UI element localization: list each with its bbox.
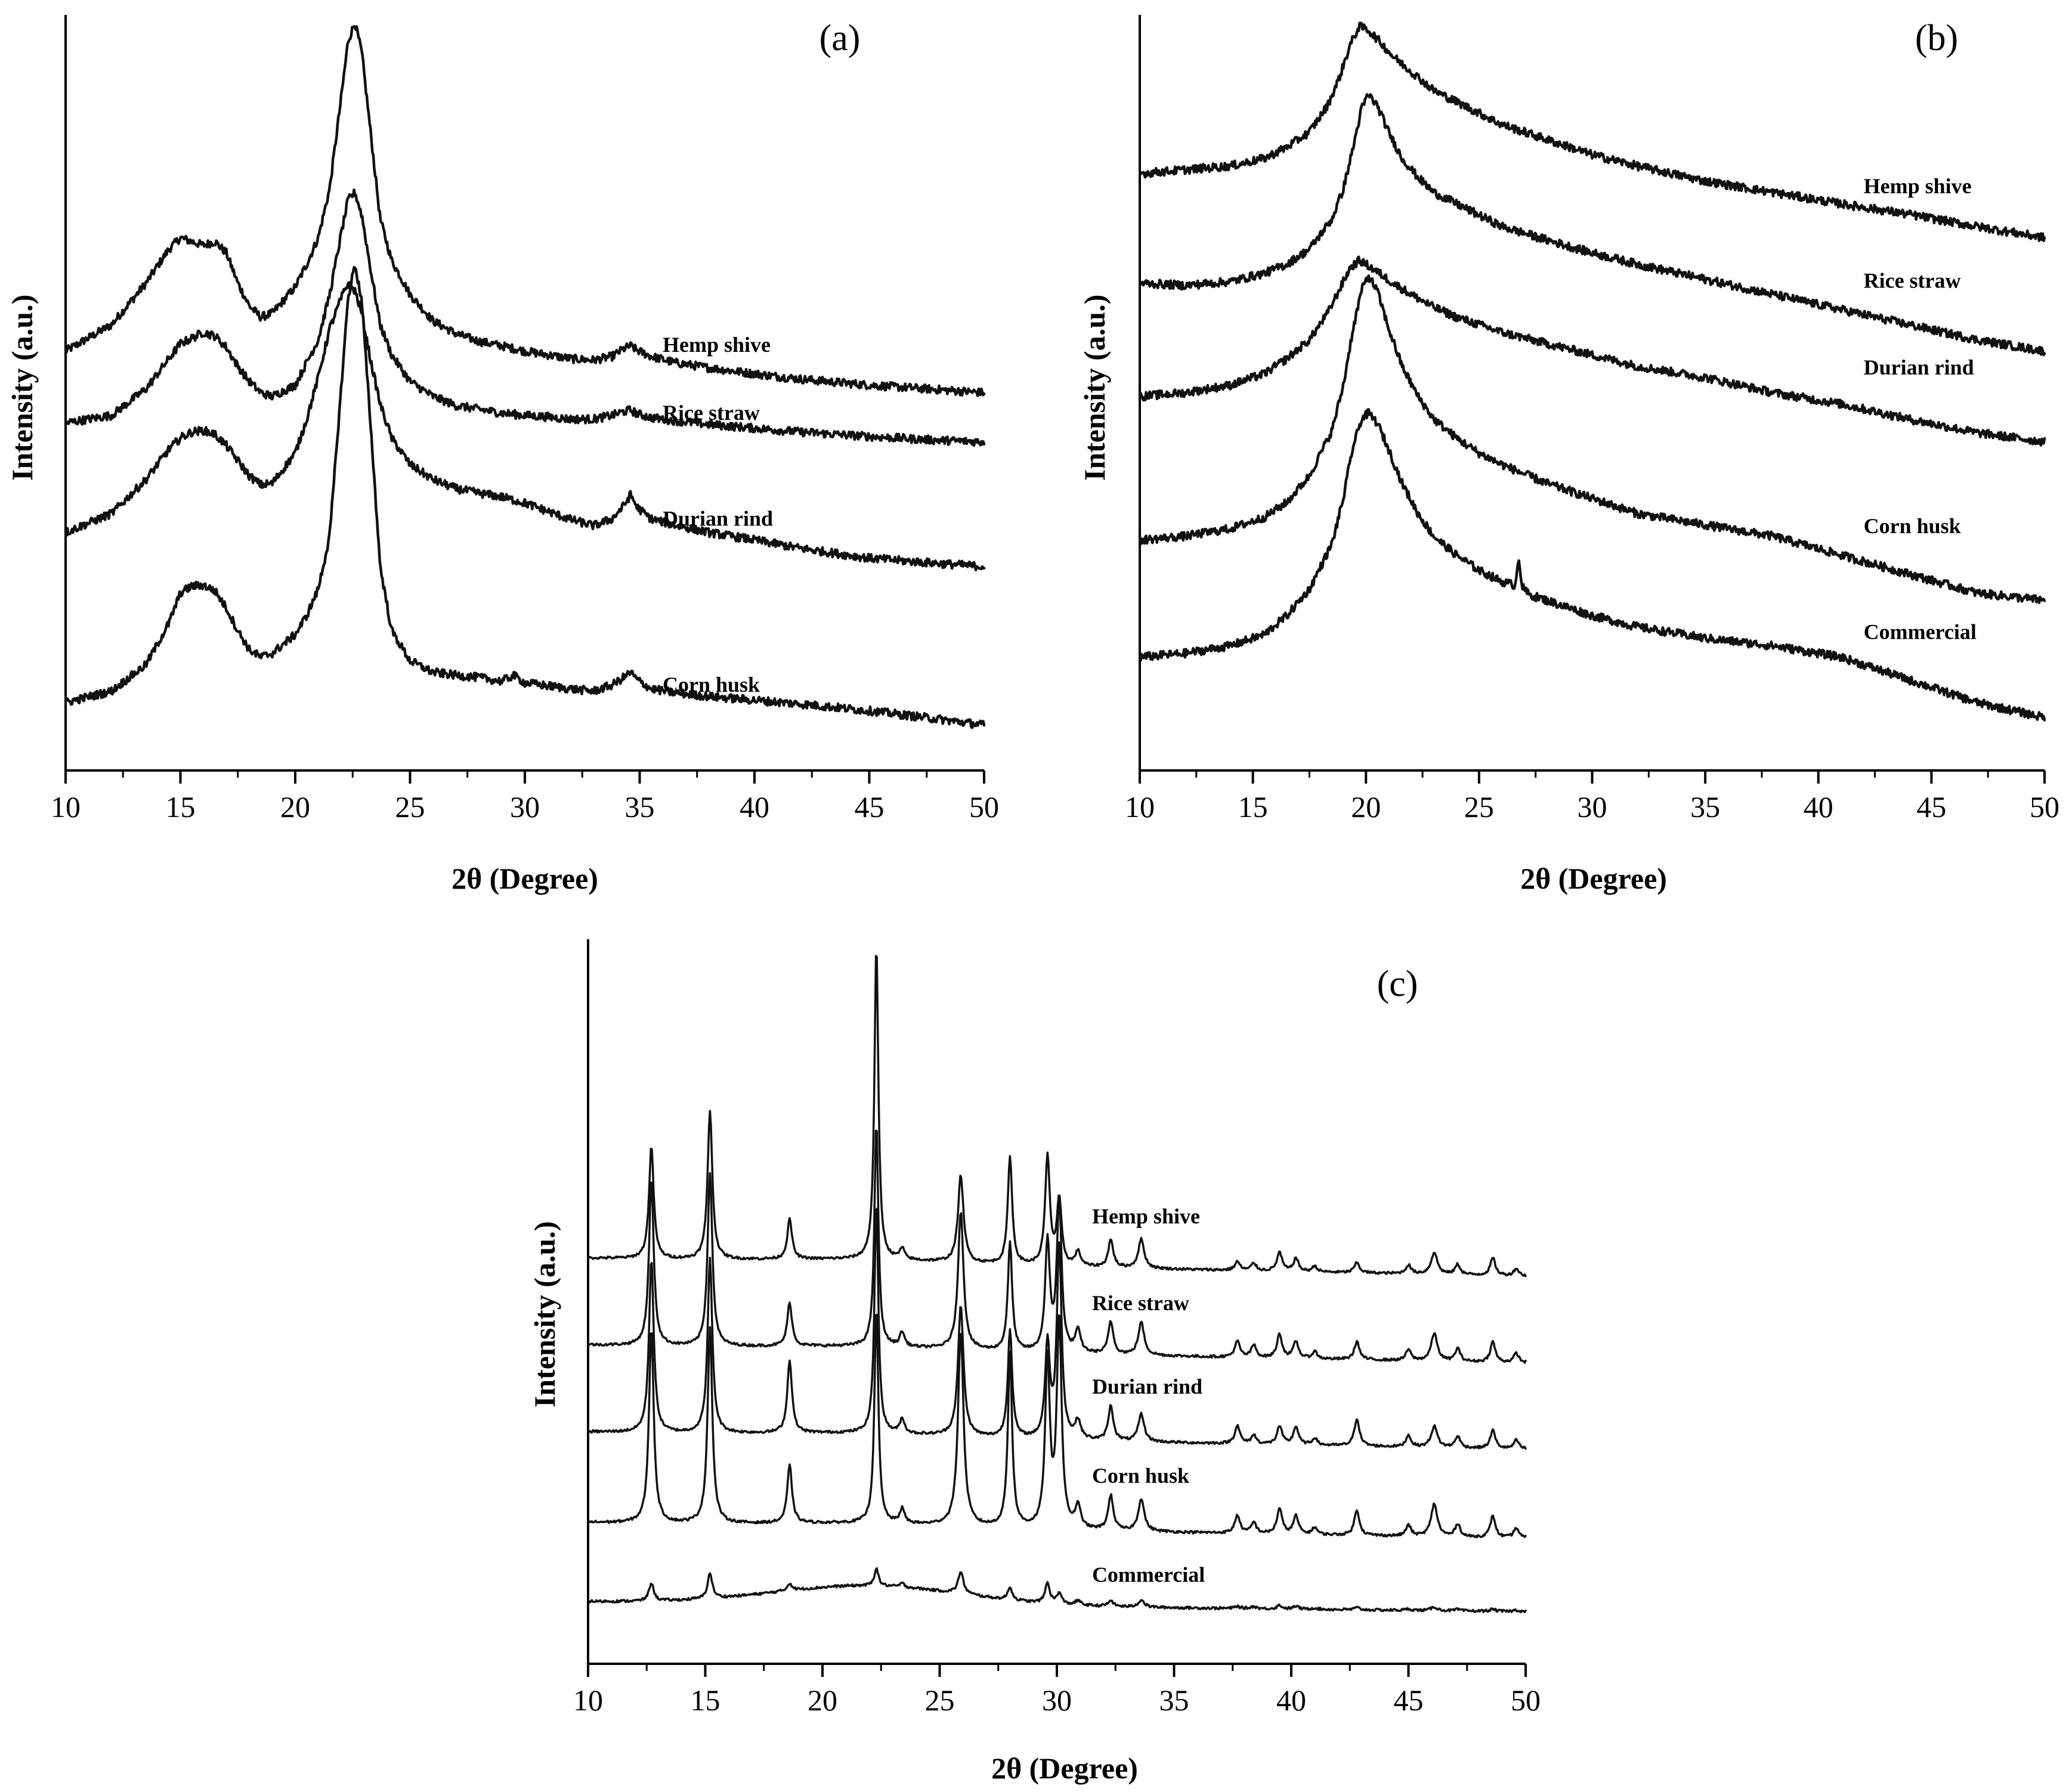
panel-b-series-label: Hemp shive — [1864, 174, 1972, 198]
panel-a: 10 15 20 25 30 35 40 45 50 Hemp shive Rice straw D… — [5, 15, 999, 895]
panel-c: 10 15 20 25 30 35 40 45 50 Hemp shive Rice straw D… — [528, 939, 1541, 1785]
x-tick-label: 35 — [625, 790, 655, 824]
panel-b-series-commercial — [1138, 408, 2046, 722]
x-tick-label: 50 — [2030, 790, 2059, 824]
x-tick-label: 25 — [1464, 790, 1494, 824]
panel-c-traces — [587, 955, 1527, 1614]
panel-a-series-label: Corn husk — [663, 673, 760, 697]
x-tick-label: 30 — [1578, 790, 1607, 824]
panel-c-series-corn-husk — [587, 1313, 1527, 1539]
panel-c-series-hemp-shive — [587, 955, 1527, 1277]
panel-a-traces — [64, 25, 986, 729]
panel-a-y-axis-title: Intensity (a.u.) — [5, 295, 39, 481]
panel-a-series-labels: Hemp shive Rice straw Durian rind Corn husk — [663, 333, 773, 697]
x-tick-label: 40 — [1804, 790, 1833, 824]
panel-b-axes: 10 15 20 25 30 35 40 45 50 — [1125, 15, 2059, 824]
panel-b-series-labels: Hemp shive Rice straw Durian rind Corn husk… — [1864, 174, 1977, 644]
panel-c-series-durian-rind — [587, 1208, 1527, 1450]
x-tick-label: 30 — [510, 790, 540, 824]
panel-b-series-label: Commercial — [1864, 620, 1977, 644]
x-tick-label: 40 — [740, 790, 769, 824]
panel-c-series-label: Commercial — [1092, 1563, 1205, 1587]
x-tick-label: 35 — [1159, 1683, 1189, 1717]
panel-c-x-axis-title: 2θ (Degree) — [991, 1751, 1138, 1785]
x-tick-label: 30 — [1042, 1683, 1072, 1717]
panel-b-series-rice-straw — [1138, 93, 2046, 357]
panel-a-series-hemp-shive — [64, 25, 986, 397]
panel-b-x-axis-title: 2θ (Degree) — [1520, 862, 1667, 895]
panel-c-series-label: Rice straw — [1092, 1291, 1189, 1315]
panel-a-x-axis-title: 2θ (Degree) — [451, 862, 598, 895]
x-tick-label: 15 — [691, 1683, 720, 1717]
panel-b-series-label: Durian rind — [1864, 355, 1974, 379]
x-tick-label: 15 — [1238, 790, 1268, 824]
x-tick-label: 15 — [166, 790, 196, 824]
panel-a-series-label: Rice straw — [663, 401, 760, 425]
panel-c-series-rice-straw — [587, 1129, 1527, 1364]
panel-a-axes: 10 15 20 25 30 35 40 45 50 — [51, 15, 999, 824]
panel-b-traces — [1138, 21, 2046, 722]
x-tick-label: 45 — [1916, 790, 1946, 824]
panel-c-series-labels: Hemp shive Rice straw Durian rind Corn husk… — [1092, 1204, 1205, 1586]
x-tick-label: 20 — [808, 1683, 837, 1717]
panel-b-y-axis-title: Intensity (a.u.) — [1078, 295, 1111, 481]
x-tick-label: 10 — [51, 790, 81, 824]
panel-a-series-corn-husk — [64, 266, 986, 729]
panel-a-label: (a) — [819, 18, 861, 58]
panel-b-series-label: Rice straw — [1864, 268, 1961, 292]
panel-c-series-label: Corn husk — [1092, 1463, 1189, 1487]
panel-c-series-label: Hemp shive — [1092, 1204, 1200, 1228]
x-tick-label: 20 — [1351, 790, 1381, 824]
x-tick-label: 20 — [280, 790, 310, 824]
x-tick-label: 50 — [969, 790, 999, 824]
panel-b-series-corn-husk — [1138, 274, 2046, 605]
panel-a-series-durian-rind — [64, 280, 986, 572]
panel-c-y-axis-title: Intensity (a.u.) — [528, 1221, 561, 1408]
panel-c-label: (c) — [1377, 964, 1418, 1004]
panel-b-series-label: Corn husk — [1864, 514, 1961, 538]
panel-c-series-label: Durian rind — [1092, 1375, 1202, 1398]
panel-a-series-label: Durian rind — [663, 506, 773, 530]
x-tick-label: 25 — [925, 1683, 955, 1717]
x-tick-label: 10 — [573, 1683, 603, 1717]
panel-b-series-durian-rind — [1138, 255, 2046, 447]
panel-b-series-hemp-shive — [1138, 21, 2046, 243]
x-tick-label: 25 — [395, 790, 425, 824]
panel-a-series-rice-straw — [64, 188, 986, 447]
panel-b-label: (b) — [1915, 18, 1958, 58]
x-tick-label: 50 — [1511, 1683, 1541, 1717]
x-tick-label: 45 — [855, 790, 884, 824]
panel-a-series-label: Hemp shive — [663, 333, 771, 357]
x-tick-label: 45 — [1394, 1683, 1424, 1717]
panel-c-series-commercial — [587, 1567, 1527, 1614]
x-tick-label: 40 — [1276, 1683, 1306, 1717]
panel-b: 10 15 20 25 30 35 40 45 50 Hemp shive Rice straw D… — [1078, 15, 2059, 895]
x-tick-label: 35 — [1690, 790, 1720, 824]
x-tick-label: 10 — [1125, 790, 1155, 824]
panel-c-axes: 10 15 20 25 30 35 40 45 50 — [573, 939, 1541, 1717]
